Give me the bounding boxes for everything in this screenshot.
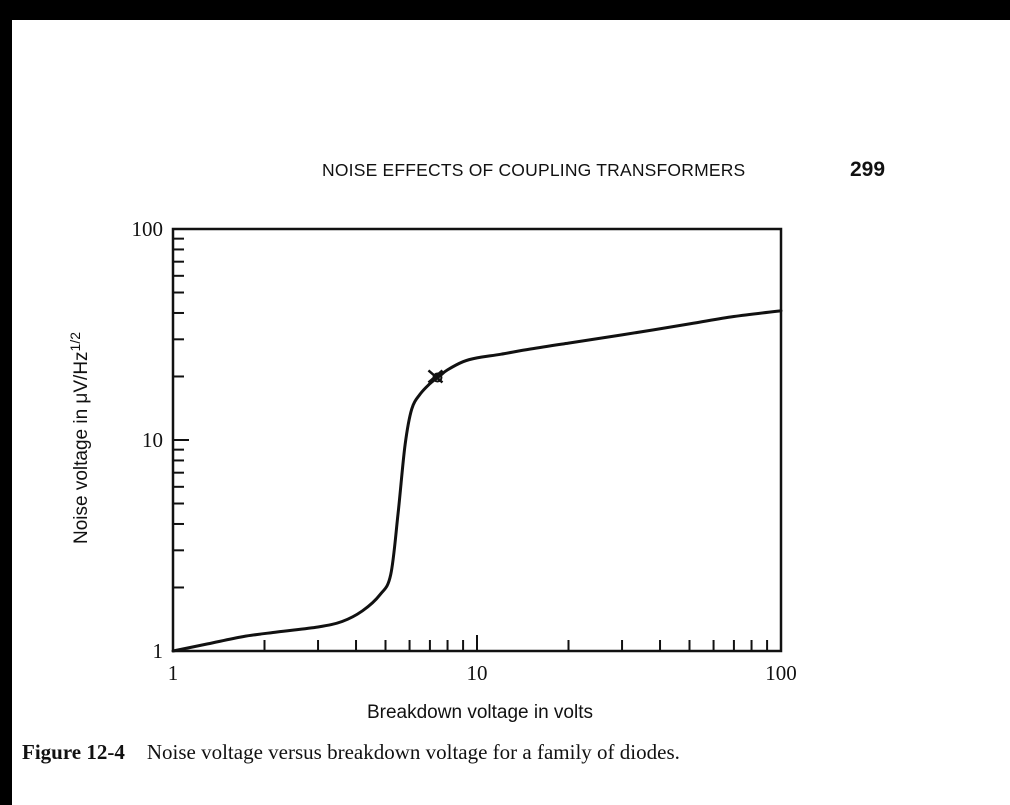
x-tick-label: 10 <box>467 661 488 685</box>
scan-border-top <box>0 0 1010 20</box>
figure-number: Figure 12-4 <box>22 740 125 764</box>
series-line-0 <box>171 309 783 653</box>
marker-ring <box>432 372 443 383</box>
scan-border-left <box>0 0 12 805</box>
plot-frame <box>171 227 783 653</box>
marker-stroke <box>427 369 444 384</box>
annotation-group <box>427 369 444 384</box>
tick-labels-group: 1 10 100 1 10 100 <box>132 217 797 685</box>
y-axis-label-superscript: 1/2 <box>67 332 83 352</box>
y-tick-label: 100 <box>132 217 164 241</box>
annotation-marker-0 <box>427 369 444 384</box>
series-group <box>171 309 783 653</box>
y-axis-label-main: Noise voltage in μV/Hz <box>71 351 92 544</box>
y-tick-label: 1 <box>153 639 164 663</box>
tick-marks-group <box>173 237 769 651</box>
running-head: NOISE EFFECTS OF COUPLING TRANSFORMERS <box>322 160 746 180</box>
x-axis-label: Breakdown voltage in volts <box>367 702 593 723</box>
x-tick-label: 100 <box>765 661 797 685</box>
page-number: 299 <box>850 158 886 181</box>
figure-caption: Figure 12-4 Noise voltage versus breakdow… <box>22 740 680 765</box>
y-axis-label: Noise voltage in μV/Hz1/2 <box>67 332 92 544</box>
chart-frame-group <box>171 227 783 653</box>
x-tick-label: 1 <box>168 661 179 685</box>
y-tick-label: 10 <box>142 428 163 452</box>
caption-text: Noise voltage versus breakdown voltage f… <box>146 740 680 764</box>
